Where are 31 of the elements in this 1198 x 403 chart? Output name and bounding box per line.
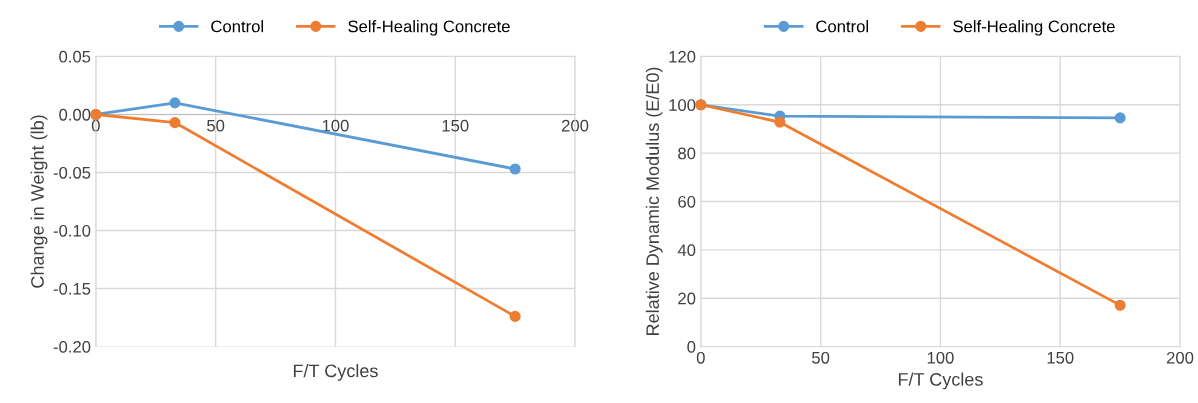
- y-tick-label: 20: [678, 292, 696, 305]
- y-tick-label: 120: [669, 50, 696, 63]
- y-tick-label: -0.15: [53, 282, 91, 295]
- y-tick-label: 100: [669, 99, 696, 111]
- x-axis-title: F/T Cycles: [898, 372, 983, 390]
- legend-label: Control: [211, 20, 264, 33]
- x-tick-label: 50: [812, 351, 830, 364]
- x-tick-label: 100: [927, 351, 954, 364]
- y-tick-label: -0.20: [53, 340, 91, 353]
- x-tick-label: 0: [91, 119, 100, 132]
- y-axis-title: Change in Weight (lb): [30, 115, 48, 288]
- y-tick-label: 0.05: [59, 50, 91, 63]
- y-tick-label: -0.05: [53, 166, 91, 179]
- x-tick-label: 150: [442, 119, 469, 132]
- y-tick-label: 80: [678, 147, 696, 160]
- y-tick-label: 0: [687, 340, 696, 353]
- y-tick-label: 60: [678, 195, 696, 208]
- y-tick-label: 0.00: [59, 108, 91, 121]
- legend-label: Self-Healing Concrete: [348, 20, 510, 36]
- y-axis-title: Relative Dynamic Modulus (E/E0): [645, 67, 663, 335]
- x-tick-label: 50: [207, 119, 225, 132]
- x-tick-label: 200: [561, 119, 589, 132]
- x-tick-label: 200: [1166, 351, 1194, 364]
- y-tick-label: -0.10: [53, 224, 91, 237]
- x-tick-label: 0: [696, 351, 705, 364]
- legend-label: Self-Healing Concrete: [953, 20, 1115, 36]
- x-axis-title: F/T Cycles: [293, 363, 378, 381]
- legend-label: Control: [816, 20, 868, 33]
- y-tick-label: 40: [677, 244, 696, 257]
- x-tick-label: 150: [1047, 351, 1074, 364]
- x-tick-label: 100: [322, 119, 349, 132]
